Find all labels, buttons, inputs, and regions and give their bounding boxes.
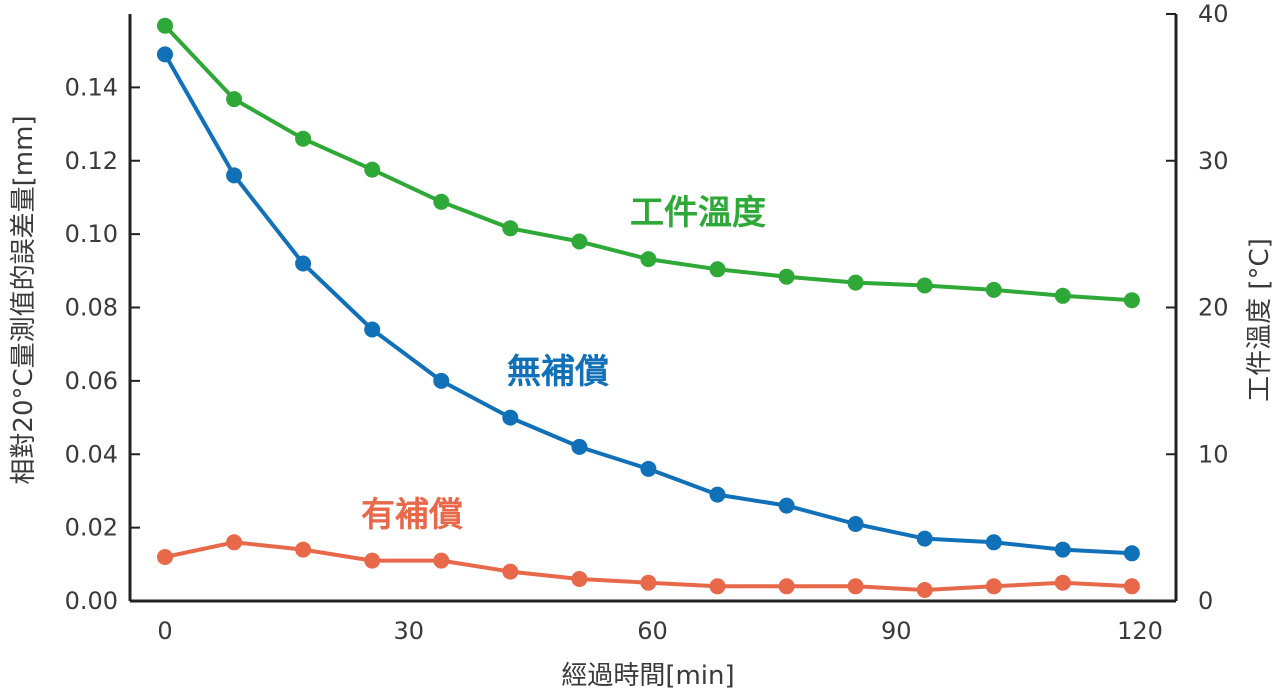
data-point	[1054, 287, 1071, 304]
x-tick-label: 120	[1117, 617, 1163, 645]
data-point	[433, 372, 450, 389]
data-point	[640, 460, 657, 477]
data-point	[985, 534, 1002, 551]
data-point	[847, 578, 864, 595]
y-tick-left-label: 0.08	[65, 294, 118, 322]
data-point	[226, 167, 243, 184]
data-point	[502, 563, 519, 580]
y-tick-left-label: 0.14	[65, 73, 118, 101]
data-point	[295, 255, 312, 272]
y-tick-left-label: 0.10	[65, 220, 118, 248]
data-point	[295, 130, 312, 147]
x-tick-label: 0	[157, 617, 172, 645]
data-point	[709, 486, 726, 503]
data-point	[157, 549, 173, 565]
data-point	[709, 261, 726, 278]
y-tick-right-label: 0	[1198, 587, 1213, 615]
data-point	[364, 161, 381, 178]
data-point	[571, 233, 588, 250]
y-tick-right-label: 30	[1198, 147, 1229, 175]
data-point	[295, 541, 312, 558]
y-tick-left-label: 0.02	[65, 514, 118, 542]
data-point	[985, 578, 1002, 595]
data-point	[364, 321, 381, 338]
data-point	[847, 516, 864, 532]
data-point	[778, 268, 795, 285]
y-tick-left-label: 0.00	[65, 587, 118, 615]
series-label: 有補償	[361, 495, 463, 535]
data-point	[502, 409, 519, 426]
data-point	[1054, 574, 1071, 591]
data-point	[433, 552, 450, 569]
data-point	[226, 534, 243, 551]
data-point	[1123, 292, 1140, 309]
data-point	[157, 46, 173, 63]
data-point	[157, 17, 173, 34]
series-label: 工件溫度	[630, 193, 766, 233]
data-point	[640, 251, 657, 268]
data-point	[571, 571, 588, 587]
y-tick-left-label: 0.12	[65, 147, 118, 175]
y-axis-title-right: 工件溫度 [°C]	[1245, 238, 1275, 402]
data-point	[1123, 545, 1140, 562]
x-tick-label: 90	[881, 617, 912, 645]
series-label: 無補償	[507, 352, 609, 392]
data-point	[364, 552, 381, 569]
y-tick-left-label: 0.04	[65, 440, 118, 468]
data-point	[778, 497, 795, 514]
x-axis-title: 經過時間[min]	[561, 661, 734, 691]
x-tick-label: 30	[393, 617, 424, 645]
data-point	[571, 438, 588, 455]
data-point	[433, 193, 450, 210]
data-point	[916, 277, 933, 294]
data-point	[640, 574, 657, 591]
x-tick-label: 60	[637, 617, 668, 645]
data-point	[778, 578, 795, 595]
data-point	[916, 582, 933, 598]
data-point	[502, 220, 519, 237]
data-point	[1054, 541, 1071, 558]
y-tick-right-label: 20	[1198, 294, 1229, 322]
data-point	[226, 91, 243, 108]
y-tick-right-label: 40	[1198, 0, 1229, 28]
data-point	[709, 578, 726, 595]
data-point	[1123, 578, 1140, 595]
data-point	[916, 530, 933, 547]
data-point	[847, 274, 864, 291]
data-point	[985, 281, 1002, 298]
y-tick-right-label: 10	[1198, 440, 1229, 468]
y-tick-left-label: 0.06	[65, 367, 118, 395]
y-axis-title-left: 相對20°C量測值的誤差量[mm]	[9, 115, 39, 484]
series-line	[163, 53, 1133, 556]
